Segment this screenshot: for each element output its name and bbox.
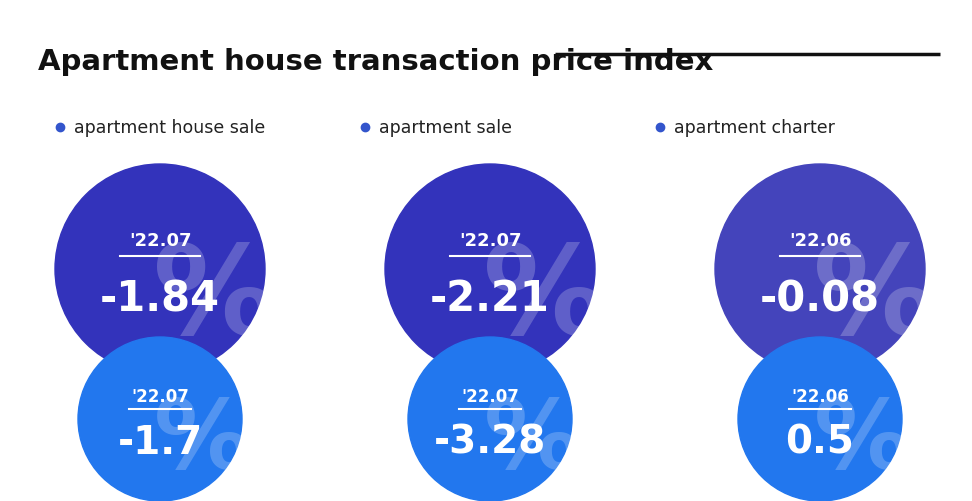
Text: apartment house sale: apartment house sale xyxy=(74,119,265,137)
Text: %: % xyxy=(153,238,277,359)
Text: '22.07: '22.07 xyxy=(461,387,519,405)
Text: %: % xyxy=(813,238,937,359)
Text: %: % xyxy=(815,396,911,488)
Text: -2.21: -2.21 xyxy=(430,278,550,320)
Text: %: % xyxy=(484,396,581,488)
Text: '22.06: '22.06 xyxy=(788,231,851,249)
Text: -1.84: -1.84 xyxy=(100,278,220,320)
Circle shape xyxy=(408,337,572,501)
Text: %: % xyxy=(482,238,607,359)
Circle shape xyxy=(55,165,265,374)
Circle shape xyxy=(385,165,595,374)
Text: 0.5: 0.5 xyxy=(785,423,854,461)
Circle shape xyxy=(715,165,925,374)
Text: '22.07: '22.07 xyxy=(131,387,189,405)
Text: apartment charter: apartment charter xyxy=(674,119,835,137)
Text: '22.07: '22.07 xyxy=(128,231,191,249)
Circle shape xyxy=(78,337,242,501)
Circle shape xyxy=(738,337,902,501)
Text: -1.7: -1.7 xyxy=(118,423,202,461)
Text: Apartment house transaction price index: Apartment house transaction price index xyxy=(38,48,713,76)
Text: -3.28: -3.28 xyxy=(434,423,546,461)
Text: %: % xyxy=(155,396,251,488)
Text: '22.07: '22.07 xyxy=(459,231,521,249)
Text: '22.06: '22.06 xyxy=(791,387,849,405)
Text: -0.08: -0.08 xyxy=(760,278,880,320)
Text: apartment sale: apartment sale xyxy=(379,119,512,137)
